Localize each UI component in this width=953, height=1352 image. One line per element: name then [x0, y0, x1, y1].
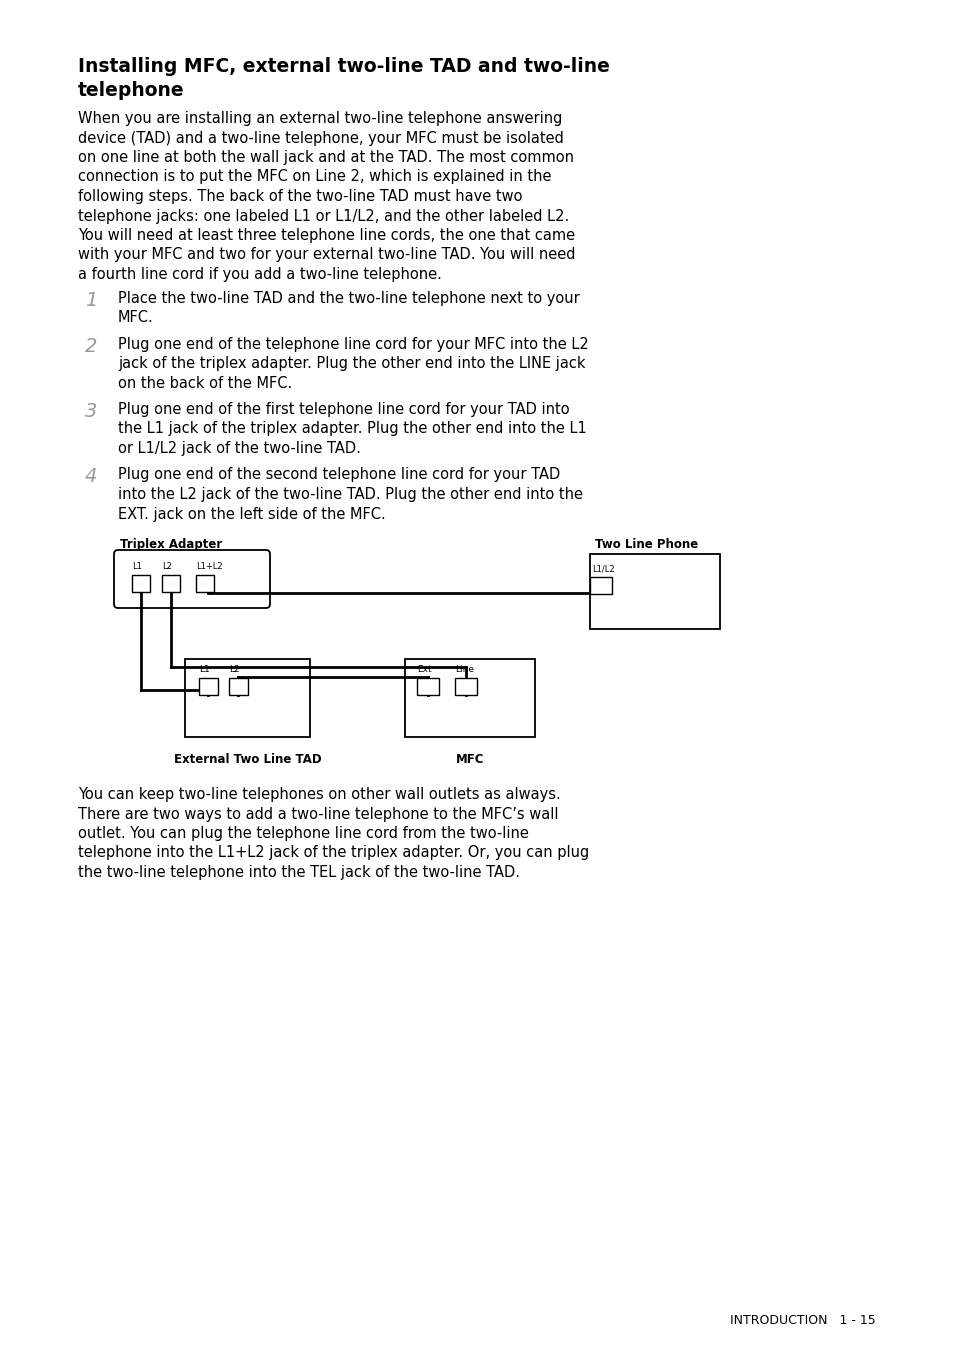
Text: MFC: MFC [456, 753, 484, 767]
Text: telephone into the L1+L2 jack of the triplex adapter. Or, you can plug: telephone into the L1+L2 jack of the tri… [78, 845, 589, 860]
Bar [132, 575, 150, 592]
Text: You can keep two-line telephones on other wall outlets as always.: You can keep two-line telephones on othe… [78, 787, 560, 802]
Text: Ext: Ext [416, 665, 431, 675]
Text: into the L2 jack of the two-line TAD. Plug the other end into the: into the L2 jack of the two-line TAD. Pl… [118, 487, 582, 502]
Text: on the back of the MFC.: on the back of the MFC. [118, 376, 292, 391]
Text: External Two Line TAD: External Two Line TAD [173, 753, 321, 767]
Bar [229, 677, 248, 695]
Text: Triplex Adapter: Triplex Adapter [120, 538, 222, 552]
Text: Line: Line [455, 665, 474, 675]
Text: 2: 2 [85, 337, 97, 356]
Text: a fourth line cord if you add a two-line telephone.: a fourth line cord if you add a two-line… [78, 266, 441, 283]
Text: EXT. jack on the left side of the MFC.: EXT. jack on the left side of the MFC. [118, 507, 385, 522]
Bar [199, 677, 218, 695]
Text: L1+L2: L1+L2 [195, 562, 222, 571]
Text: Plug one end of the second telephone line cord for your TAD: Plug one end of the second telephone lin… [118, 468, 559, 483]
Bar [416, 677, 438, 695]
Text: following steps. The back of the two-line TAD must have two: following steps. The back of the two-lin… [78, 189, 522, 204]
Text: MFC.: MFC. [118, 310, 153, 324]
Text: connection is to put the MFC on Line 2, which is explained in the: connection is to put the MFC on Line 2, … [78, 169, 551, 184]
Text: Two Line Phone: Two Line Phone [595, 538, 698, 552]
Text: Installing MFC, external two-line TAD and two-line: Installing MFC, external two-line TAD an… [78, 57, 609, 76]
Text: telephone: telephone [78, 81, 185, 100]
Text: There are two ways to add a two-line telephone to the MFC’s wall: There are two ways to add a two-line tel… [78, 807, 558, 822]
Text: 4: 4 [85, 468, 97, 487]
Bar [589, 577, 612, 594]
Text: on one line at both the wall jack and at the TAD. The most common: on one line at both the wall jack and at… [78, 150, 574, 165]
Text: 3: 3 [85, 402, 97, 420]
Text: L1/L2: L1/L2 [592, 564, 614, 573]
Text: 1: 1 [85, 291, 97, 310]
Text: L2: L2 [162, 562, 172, 571]
Text: the two-line telephone into the TEL jack of the two-line TAD.: the two-line telephone into the TEL jack… [78, 865, 519, 880]
Bar [162, 575, 180, 592]
Text: L1: L1 [132, 562, 142, 571]
Text: jack of the triplex adapter. Plug the other end into the LINE jack: jack of the triplex adapter. Plug the ot… [118, 356, 585, 370]
Text: Plug one end of the first telephone line cord for your TAD into: Plug one end of the first telephone line… [118, 402, 569, 416]
Text: Plug one end of the telephone line cord for your MFC into the L2: Plug one end of the telephone line cord … [118, 337, 588, 352]
Text: outlet. You can plug the telephone line cord from the two-line: outlet. You can plug the telephone line … [78, 826, 528, 841]
Text: or L1/L2 jack of the two-line TAD.: or L1/L2 jack of the two-line TAD. [118, 441, 360, 456]
Text: with your MFC and two for your external two-line TAD. You will need: with your MFC and two for your external … [78, 247, 575, 262]
Bar [455, 677, 476, 695]
Text: device (TAD) and a two-line telephone, your MFC must be isolated: device (TAD) and a two-line telephone, y… [78, 131, 563, 146]
Text: When you are installing an external two-line telephone answering: When you are installing an external two-… [78, 111, 561, 126]
Bar [185, 658, 310, 737]
Text: telephone jacks: one labeled L1 or L1/L2, and the other labeled L2.: telephone jacks: one labeled L1 or L1/L2… [78, 208, 569, 223]
Text: You will need at least three telephone line cords, the one that came: You will need at least three telephone l… [78, 228, 575, 243]
Bar [195, 575, 213, 592]
Text: L1: L1 [199, 665, 210, 675]
Text: L2: L2 [229, 665, 239, 675]
Text: Place the two-line TAD and the two-line telephone next to your: Place the two-line TAD and the two-line … [118, 291, 579, 306]
Bar [589, 554, 720, 629]
Text: INTRODUCTION   1 - 15: INTRODUCTION 1 - 15 [729, 1314, 875, 1328]
Bar [405, 658, 535, 737]
Text: the L1 jack of the triplex adapter. Plug the other end into the L1: the L1 jack of the triplex adapter. Plug… [118, 422, 586, 437]
FancyBboxPatch shape [113, 550, 270, 608]
